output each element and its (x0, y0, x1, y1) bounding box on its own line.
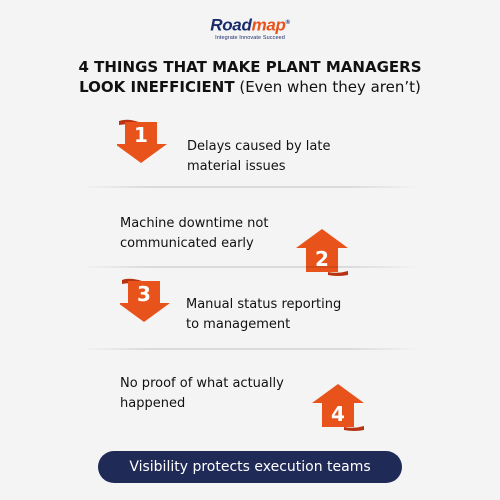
page-title-line-1: 4 THINGS THAT MAKE PLANT MANAGERS (78, 58, 422, 76)
step-2-badge: 2 (294, 228, 350, 276)
step-3-badge: 3 (120, 277, 174, 323)
step-1-badge: 1 (117, 118, 171, 164)
footer-banner: Visibility protects execution teams (98, 451, 402, 483)
up-arrow-icon: 2 (296, 229, 348, 276)
step-2-divider (80, 266, 420, 268)
logo-trademark: ® (285, 20, 290, 26)
logo-word-map: map (251, 15, 286, 35)
step-3-number: 3 (137, 282, 151, 306)
page-title-emphasis: LOOK INEFFICIENT (79, 78, 235, 96)
roadmap-logo: Roadmap® Integrate Innovate Succeed (205, 14, 295, 44)
step-3-text-line-1: Manual status reporting (186, 297, 342, 312)
step-4-text-line-1: No proof of what actually (120, 376, 284, 391)
step-1-number: 1 (134, 123, 148, 147)
step-4-badge: 4 (310, 383, 366, 431)
up-arrow-icon: 4 (312, 384, 364, 431)
step-4-text-line-2: happened (120, 396, 186, 411)
step-1-text-line-1: Delays caused by late (187, 139, 331, 154)
page-title-line-2: LOOK INEFFICIENT (Even when they aren’t) (40, 77, 460, 97)
step-4-number: 4 (331, 402, 345, 426)
footer-banner-text: Visibility protects execution teams (129, 459, 371, 475)
step-2-text-line-2: communicated early (120, 236, 254, 251)
logo-wordmark: Roadmap® (205, 14, 295, 35)
page-title-parenthetical: (Even when they aren’t) (234, 78, 421, 96)
logo-tagline: Integrate Innovate Succeed (215, 34, 285, 41)
logo-word-road: Road (210, 15, 252, 35)
step-1-divider (80, 186, 420, 188)
step-2-text-line-1: Machine downtime not (120, 216, 269, 231)
step-3-text-line-2: to management (186, 317, 291, 332)
step-1-text-line-2: material issues (187, 159, 286, 174)
down-arrow-icon: 1 (117, 119, 167, 163)
down-arrow-icon: 3 (120, 278, 170, 322)
step-2-number: 2 (315, 247, 329, 271)
step-3-divider (80, 348, 420, 350)
